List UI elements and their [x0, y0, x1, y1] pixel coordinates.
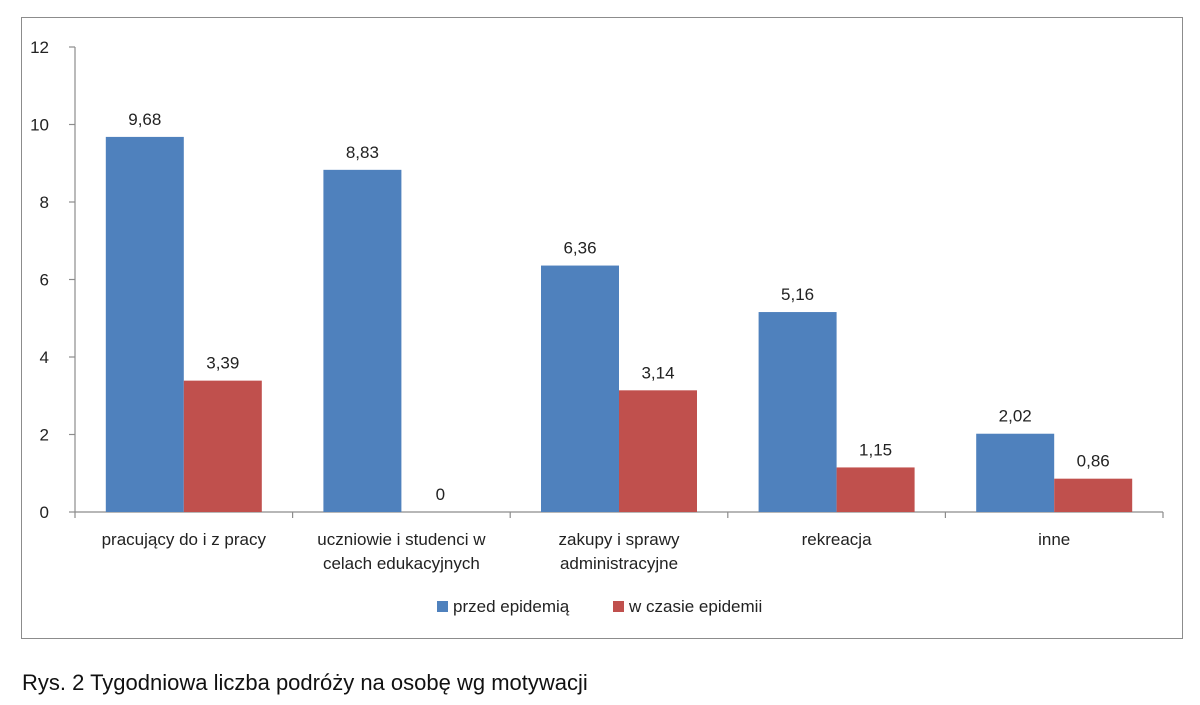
data-label: 1,15: [859, 440, 892, 459]
legend-swatch: [613, 601, 624, 612]
bar: [183, 380, 262, 512]
data-label: 3,14: [641, 363, 674, 382]
x-tick-label: zakupy i sprawy: [559, 530, 680, 549]
bar: [758, 312, 837, 512]
x-tick-label: inne: [1038, 530, 1070, 549]
y-tick-label: 12: [30, 38, 49, 57]
x-tick-label: rekreacja: [802, 530, 872, 549]
bar: [541, 265, 619, 512]
x-tick-label: uczniowie i studenci w: [317, 530, 486, 549]
x-tick-label: administracyjne: [560, 554, 678, 573]
y-tick-label: 10: [30, 116, 49, 135]
legend-label: w czasie epidemii: [628, 597, 762, 616]
bar: [836, 467, 915, 512]
legend-label: przed epidemią: [453, 597, 570, 616]
y-tick-label: 2: [40, 426, 49, 445]
y-tick-label: 8: [40, 193, 49, 212]
bar: [323, 169, 402, 512]
figure-caption: Rys. 2 Tygodniowa liczba podróży na osob…: [22, 670, 588, 695]
data-label: 9,68: [128, 110, 161, 129]
data-label: 5,16: [781, 285, 814, 304]
y-tick-label: 0: [40, 503, 49, 522]
data-label: 0,86: [1077, 452, 1110, 471]
x-tick-label: pracujący do i z pracy: [102, 530, 267, 549]
y-tick-label: 4: [40, 348, 49, 367]
y-tick-label: 6: [40, 271, 49, 290]
legend-swatch: [437, 601, 448, 612]
data-label: 0: [436, 485, 445, 504]
data-label: 6,36: [563, 239, 596, 258]
data-label: 2,02: [999, 407, 1032, 426]
bar: [105, 136, 184, 512]
x-tick-label: celach edukacyjnych: [323, 554, 480, 573]
bar: [1054, 478, 1133, 512]
bar: [976, 433, 1055, 512]
data-label: 8,83: [346, 143, 379, 162]
data-label: 3,39: [206, 354, 239, 373]
bar: [619, 390, 697, 512]
